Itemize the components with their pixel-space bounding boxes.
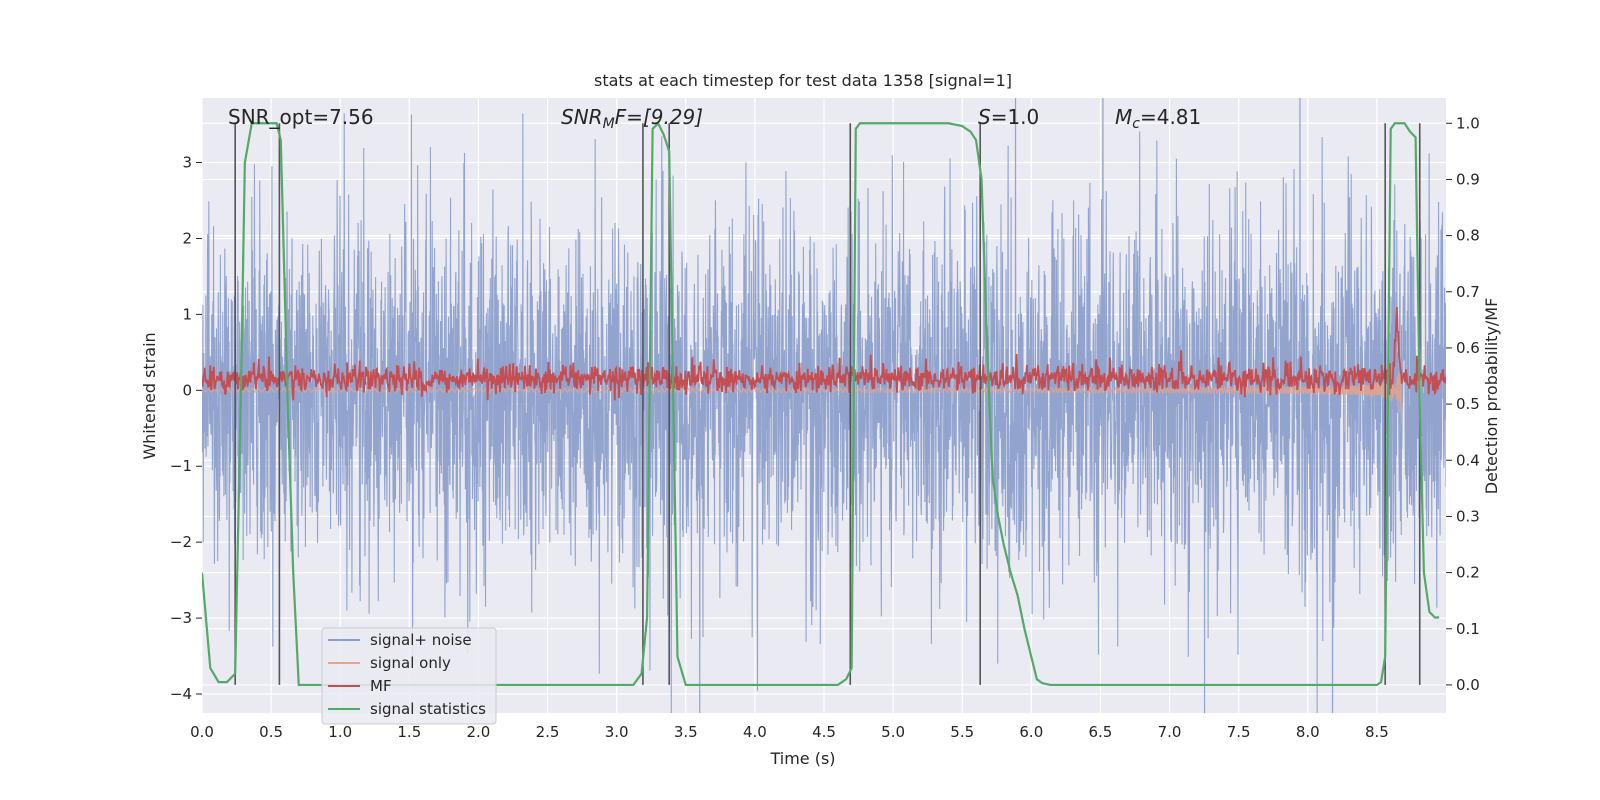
y-tick-label-right: 0.4: [1456, 451, 1480, 469]
annotation-mc-base: M: [1115, 105, 1132, 129]
x-tick-label: 4.0: [743, 723, 767, 741]
y-tick-label-left: 0: [182, 381, 192, 399]
signal-noise-line: [202, 98, 1446, 713]
legend-label-signal-statistics: signal statistics: [370, 700, 486, 718]
annotation-snr-mf-base: SNR: [561, 105, 603, 129]
x-tick-label: 0.0: [190, 723, 214, 741]
annotation-s-rest: =1.0: [991, 105, 1040, 129]
signal-statistics-line: [202, 121, 1440, 687]
annotation-s: S=1.0: [978, 105, 1039, 129]
x-tick-label: 1.0: [328, 723, 352, 741]
x-tick-label: 5.0: [881, 723, 905, 741]
annotation-s-base: S: [978, 105, 991, 129]
x-tick-label: 3.0: [605, 723, 629, 741]
y-tick-label-right: 1.0: [1456, 114, 1480, 132]
legend-box: [321, 627, 497, 725]
signal-noise-series: [202, 98, 1446, 713]
annotation-snr-opt: SNR_opt=7.56: [228, 105, 374, 129]
annotation-mc-rest: =4.81: [1140, 105, 1201, 129]
y-tick-label-right: 0.3: [1456, 507, 1480, 525]
y-tick-label-right: 0.8: [1456, 227, 1480, 245]
x-tick-label: 2.0: [467, 723, 491, 741]
x-axis-label: Time (s): [769, 749, 835, 768]
y-tick-label-left: −1: [170, 457, 192, 475]
annotation-snr-mf-rest: F=[9.29]: [615, 105, 703, 129]
x-tick-label: 6.0: [1019, 723, 1043, 741]
y-tick-label-left: 1: [182, 305, 192, 323]
y-tick-label-right: 0.5: [1456, 395, 1480, 413]
signal-statistics-series: [202, 121, 1440, 687]
annotation-mc: Mc=4.81: [1115, 105, 1201, 132]
y-tick-label-left: −3: [170, 609, 192, 627]
x-tick-label: 6.5: [1089, 723, 1113, 741]
y-tick-label-right: 0.7: [1456, 283, 1480, 301]
x-tick-label: 7.0: [1158, 723, 1182, 741]
y-tick-label-left: −4: [170, 685, 192, 703]
mf-series: [202, 306, 1446, 401]
annotation-snr-mf: SNRMF=[9.29]: [561, 105, 703, 132]
y-tick-label-right: 0.1: [1456, 620, 1480, 638]
mf-line: [202, 306, 1446, 401]
y-tick-label-right: 0.9: [1456, 170, 1480, 188]
x-tick-label: 3.5: [674, 723, 698, 741]
y-axis-label-left: Whitened strain: [140, 332, 159, 459]
chart-title: stats at each timestep for test data 135…: [594, 71, 1012, 90]
x-tick-label: 4.5: [812, 723, 836, 741]
legend-label-signal-noise: signal+ noise: [370, 631, 472, 649]
x-tick-label: 8.5: [1365, 723, 1389, 741]
x-tick-label: 1.5: [397, 723, 421, 741]
legend: signal+ noise signal only MF signal stat…: [321, 627, 497, 725]
y-tick-label-right: 0.2: [1456, 564, 1480, 582]
y-tick-label-left: 3: [182, 154, 192, 172]
y-tick-label-left: −2: [170, 533, 192, 551]
legend-label-mf: MF: [370, 677, 392, 695]
x-tick-label: 2.5: [536, 723, 560, 741]
annotation-snr-mf-sub: M: [603, 116, 615, 132]
y-tick-label-right: 0.0: [1456, 676, 1480, 694]
x-tick-label: 0.5: [259, 723, 283, 741]
x-tick-label: 8.0: [1296, 723, 1320, 741]
x-tick-label: 5.5: [950, 723, 974, 741]
annotation-mc-sub: c: [1132, 116, 1140, 132]
x-tick-label: 7.5: [1227, 723, 1251, 741]
y-tick-label-left: 2: [182, 229, 192, 247]
ticks: 0.0 0.5 1.0 1.5 2.0 2.5 3.0 3.5 4.0 4.5 5.0 5.5 6.0 6…: [170, 114, 1480, 741]
legend-label-signal-only: signal only: [370, 654, 451, 672]
y-tick-label-right: 0.6: [1456, 339, 1480, 357]
y-axis-label-right: Detection probability/MF: [1482, 298, 1501, 495]
